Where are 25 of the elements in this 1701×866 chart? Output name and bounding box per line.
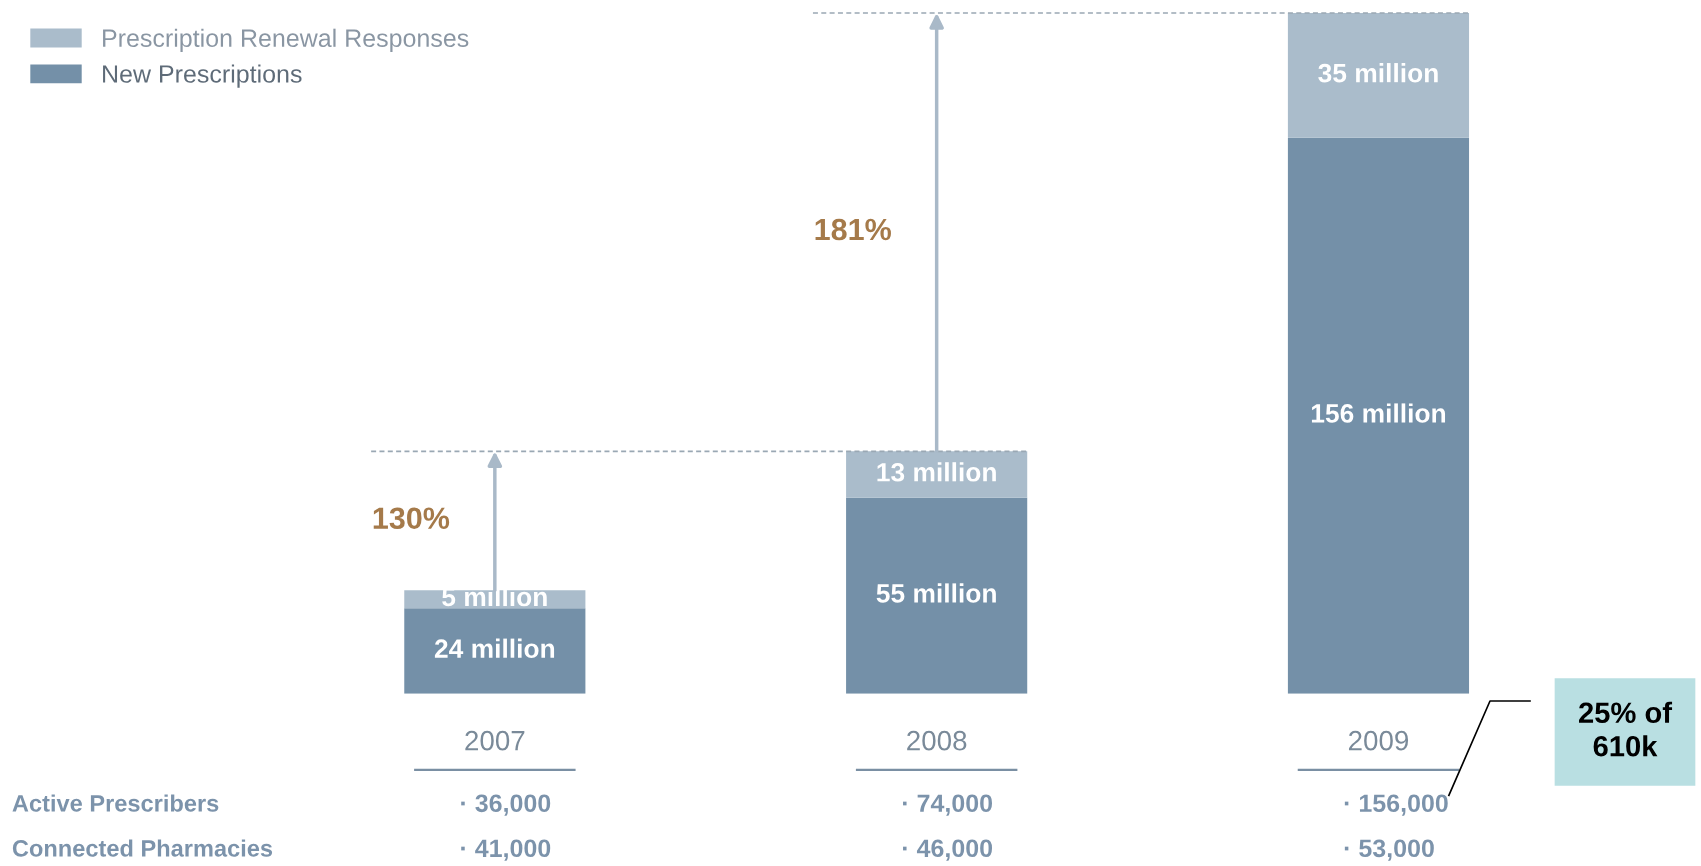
text: Active Prescribers [12, 794, 219, 812]
x-tick-label: 2009 [1348, 730, 1409, 751]
data-label: 55 million [876, 583, 996, 603]
bar [846, 497, 1028, 694]
bar [404, 608, 586, 694]
legend-label: New Prescriptions [103, 64, 302, 88]
bar [1287, 12, 1470, 138]
text: · 46,000 [903, 839, 993, 861]
annotation: 130% [373, 507, 450, 530]
text: Connected Pharmacies [12, 839, 273, 857]
data-label: 24 million [434, 638, 555, 658]
bar [1287, 137, 1470, 694]
text: · 53,000 [1344, 839, 1434, 861]
text: · 36,000 [461, 794, 551, 816]
x-tick-label: 2008 [907, 730, 967, 751]
text: · 74,000 [903, 794, 993, 816]
annotation: 181% [815, 218, 891, 241]
x-tick-label: 2007 [465, 730, 525, 751]
text: · 156,000 [1344, 794, 1448, 816]
data-label: 35 million [1318, 63, 1438, 83]
text: 25% of 610k [1579, 701, 1673, 757]
data-label: 156 million [1311, 403, 1446, 423]
data-label: 13 million [877, 462, 996, 482]
legend-label: Prescription Renewal Responses [103, 28, 469, 52]
text: · 41,000 [461, 839, 551, 861]
